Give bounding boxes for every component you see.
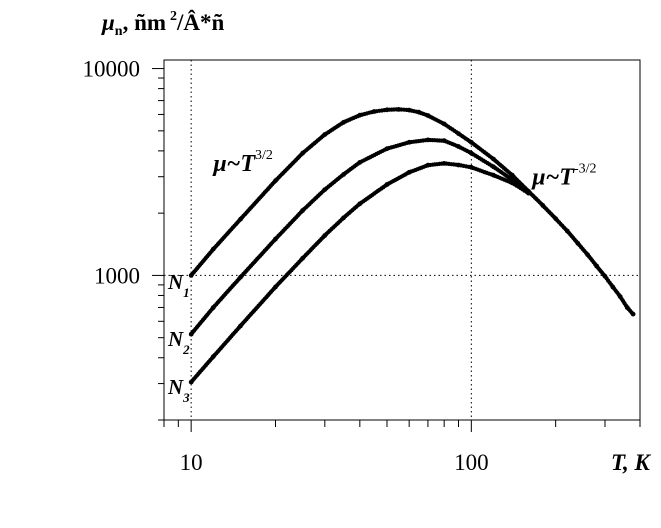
y-tick-label: 10000 bbox=[83, 57, 141, 82]
data-marker-N1 bbox=[440, 120, 445, 125]
annotation-exponent: 3/2 bbox=[255, 148, 273, 163]
data-marker-N2 bbox=[439, 138, 444, 143]
data-marker-N1 bbox=[236, 218, 242, 223]
data-marker-N2 bbox=[271, 238, 277, 243]
data-marker-N1 bbox=[508, 171, 513, 176]
data-marker-N1 bbox=[271, 180, 277, 185]
data-marker-N3 bbox=[489, 172, 494, 177]
data-marker-N1 bbox=[298, 152, 304, 157]
data-marker-N1 bbox=[209, 248, 214, 253]
y-axis-label: μn, ñm 2/Â*ñ bbox=[101, 9, 225, 39]
data-marker-N1 bbox=[339, 121, 344, 126]
annotation-exponent: -3/2 bbox=[574, 162, 597, 177]
data-marker-N2 bbox=[339, 173, 344, 178]
data-markers bbox=[188, 107, 636, 385]
x-tick-label: 10 bbox=[180, 450, 203, 475]
data-marker-N1 bbox=[489, 155, 494, 160]
power-law-annotation: μ~T-3/2 bbox=[530, 162, 596, 191]
x-tick-label: 100 bbox=[454, 450, 489, 475]
tick-labels: 10 100 1000 10000 bbox=[83, 57, 489, 475]
data-marker-N2 bbox=[355, 161, 361, 166]
data-marker-N1 bbox=[414, 109, 419, 114]
data-marker-N3 bbox=[383, 183, 388, 188]
plot-frame bbox=[163, 59, 641, 421]
data-marker-N1 bbox=[355, 114, 360, 119]
curve-label-subscript: 1 bbox=[183, 285, 190, 300]
data-marker-N3 bbox=[466, 164, 471, 169]
data-marker-N3 bbox=[271, 286, 277, 291]
data-marker-N3 bbox=[321, 235, 326, 240]
data-marker-N3 bbox=[236, 325, 242, 330]
data-marker-N1 bbox=[382, 108, 387, 113]
data-marker-N2 bbox=[423, 138, 428, 143]
data-marker-N1 bbox=[467, 139, 472, 144]
data-marker-N3 bbox=[405, 171, 410, 176]
data-marker-N1 bbox=[593, 262, 598, 267]
curve-label-letter: N bbox=[167, 327, 184, 351]
data-marker-N3 bbox=[454, 162, 459, 167]
data-marker-N3 bbox=[524, 189, 529, 194]
data-marker-N2 bbox=[298, 210, 304, 215]
annotations: μ~T3/2μ~T-3/2 bbox=[211, 148, 596, 191]
curve-label-letter: N bbox=[167, 375, 184, 399]
curve-label-letter: N bbox=[167, 270, 184, 294]
y-tick-label: 1000 bbox=[94, 263, 140, 288]
data-marker-N1 bbox=[552, 214, 557, 220]
data-marker-N1 bbox=[623, 303, 628, 308]
data-marker-N2 bbox=[321, 189, 326, 194]
data-marker-N2 bbox=[382, 147, 387, 152]
annotation-base: μ~T bbox=[530, 165, 575, 191]
curve-label-subscript: 3 bbox=[182, 390, 190, 405]
data-marker-N1 bbox=[574, 239, 579, 244]
y-axis-units-rest: /Â*ñ bbox=[176, 9, 225, 35]
data-marker-N2 bbox=[236, 276, 242, 281]
data-marker-N3 bbox=[298, 257, 304, 263]
curve-label: N1 bbox=[167, 270, 190, 300]
data-marker-N1 bbox=[563, 227, 568, 232]
data-marker-N1 bbox=[454, 130, 459, 135]
data-marker-N1 bbox=[404, 107, 409, 112]
power-law-annotation: μ~T3/2 bbox=[211, 148, 273, 177]
data-marker-N1 bbox=[583, 250, 589, 255]
data-marker-N3 bbox=[339, 217, 344, 222]
y-axis-subscript: n bbox=[115, 24, 123, 39]
annotation-base: μ~T bbox=[211, 151, 256, 177]
x-axis-label: T, K bbox=[611, 450, 651, 475]
curve-label: N2 bbox=[167, 327, 190, 357]
curve-label: N3 bbox=[167, 375, 190, 405]
data-marker-N1 bbox=[321, 133, 326, 138]
data-marker-N1 bbox=[423, 112, 428, 117]
data-marker-N2 bbox=[209, 307, 214, 312]
data-marker-N3 bbox=[355, 203, 361, 208]
data-marker-N1 bbox=[601, 272, 606, 277]
data-marker-N1 bbox=[609, 282, 614, 287]
data-marker-N2 bbox=[467, 149, 472, 155]
data-marker-N3 bbox=[508, 180, 513, 185]
data-marker-N1 bbox=[539, 201, 544, 206]
data-marker-N3 bbox=[209, 356, 214, 361]
y-axis-units: , ñm bbox=[123, 10, 166, 35]
axis-ticks bbox=[152, 68, 641, 432]
data-marker-N1 bbox=[616, 292, 621, 297]
reference-lines bbox=[164, 60, 640, 420]
data-marker-N3 bbox=[439, 161, 444, 166]
data-marker-N2 bbox=[404, 140, 409, 145]
data-marker-N1 bbox=[369, 110, 374, 115]
data-marker-N1 bbox=[394, 107, 399, 112]
data-marker-N2 bbox=[489, 163, 494, 168]
curve-label-subscript: 2 bbox=[182, 342, 190, 357]
y-axis-superscript: 2 bbox=[170, 9, 177, 24]
data-marker-N1 bbox=[629, 310, 634, 315]
data-marker-N3 bbox=[423, 163, 428, 169]
y-axis-symbol: μ bbox=[101, 10, 115, 35]
data-marker-N2 bbox=[454, 143, 459, 148]
